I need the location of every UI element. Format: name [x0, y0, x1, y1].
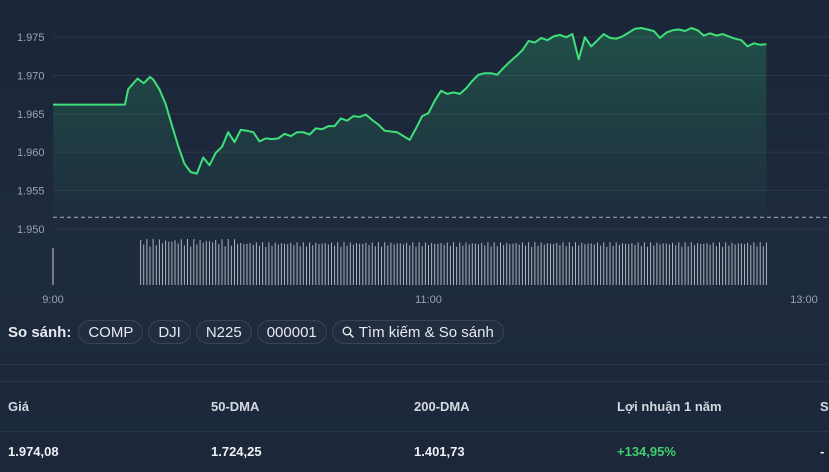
search-compare-label: Tìm kiếm & So sánh — [358, 323, 494, 341]
price-area — [53, 27, 767, 218]
stat-value-50dma: 1.724,25 — [211, 444, 262, 459]
stat-header-truncated: S — [820, 399, 829, 414]
stat-value-price: 1.974,08 — [8, 444, 59, 459]
price-line — [53, 27, 767, 175]
stat-header-price: Giá — [8, 399, 29, 414]
stat-header-50dma: 50-DMA — [211, 399, 260, 414]
y-tick-label: 1.970 — [17, 71, 45, 83]
compare-bar: So sánh: COMP DJI N225 000001 Tìm kiếm &… — [8, 319, 504, 345]
compare-chip-comp[interactable]: COMP — [78, 320, 144, 344]
compare-label: So sánh: — [8, 323, 72, 341]
stat-header-1y-return: Lợi nhuận 1 năm — [617, 399, 722, 414]
stats-header-row: Giá 50-DMA 200-DMA Lợi nhuận 1 năm S — [0, 399, 829, 419]
compare-chip-000001[interactable]: 000001 — [256, 320, 327, 344]
y-tick-label: 1.965 — [17, 109, 45, 121]
compare-chip-n225[interactable]: N225 — [195, 320, 252, 344]
stat-value-truncated: - — [820, 444, 825, 459]
stat-header-200dma: 200-DMA — [414, 399, 470, 414]
y-tick-label: 1.975 — [17, 32, 45, 44]
stat-value-1y-return: +134,95% — [617, 444, 676, 459]
y-tick-label: 1.950 — [17, 224, 45, 236]
section-divider — [0, 364, 829, 365]
x-tick-label: 9:00 — [42, 294, 63, 306]
search-compare-button[interactable]: Tìm kiếm & So sánh — [331, 320, 504, 344]
section-divider — [0, 381, 829, 382]
compare-chip-dji[interactable]: DJI — [148, 320, 191, 344]
search-icon — [342, 326, 354, 338]
volume-bars — [52, 239, 767, 285]
x-tick-label: 11:00 — [415, 294, 442, 306]
axis-labels: 1.975 1.970 1.965 1.960 1.955 1.950 9:00 11:00 1… — [17, 32, 818, 306]
y-tick-label: 1.960 — [17, 147, 45, 159]
stats-values-row: 1.974,08 1.724,25 1.401,73 +134,95% - — [0, 444, 829, 464]
price-chart[interactable]: 1.975 1.970 1.965 1.960 1.955 1.950 9:00 11:00 1… — [0, 0, 829, 310]
y-tick-label: 1.955 — [17, 186, 45, 198]
price-area-fill — [53, 28, 767, 218]
x-tick-label: 13:00 — [790, 294, 818, 306]
stat-value-200dma: 1.401,73 — [414, 444, 465, 459]
stats-row-divider — [0, 431, 829, 432]
